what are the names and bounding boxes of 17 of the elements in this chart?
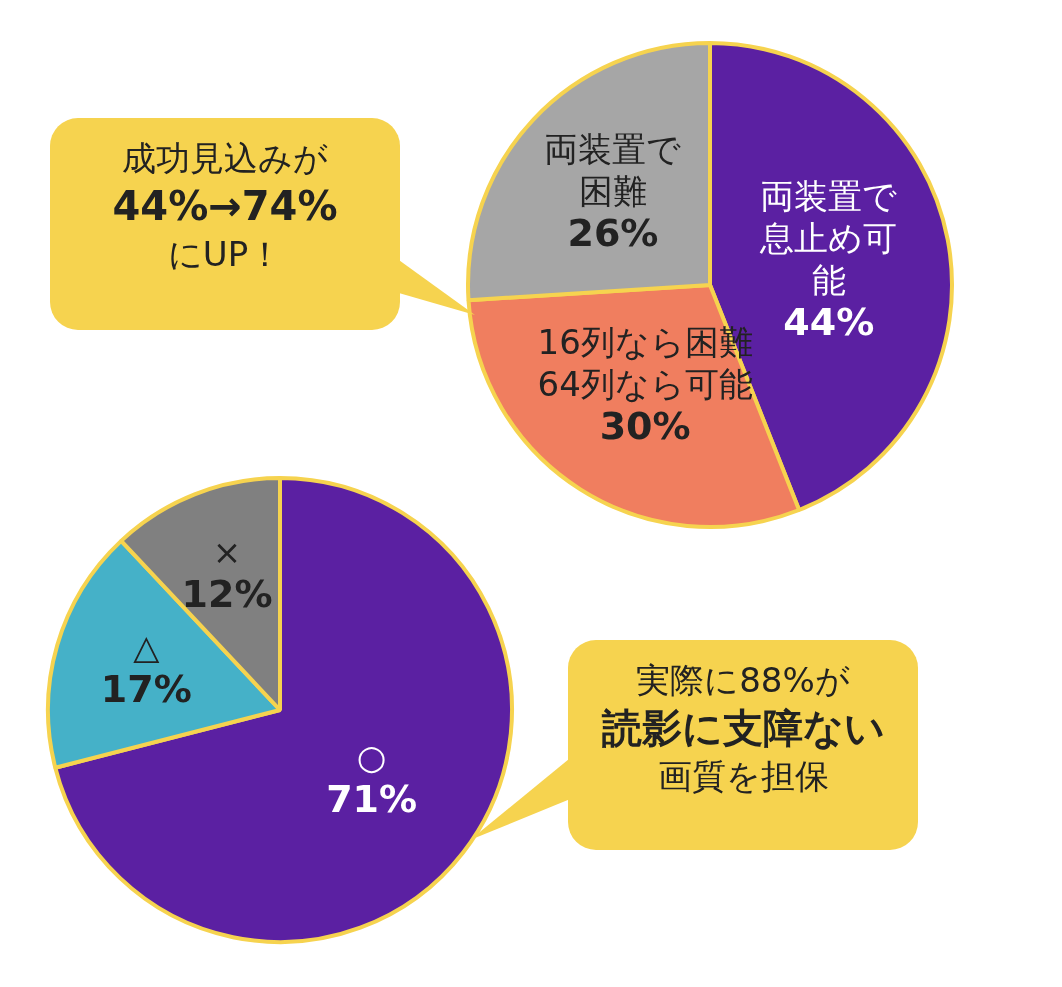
data-label: 26% [567, 210, 659, 255]
slice-label: 両装置で息止め可能 [759, 176, 898, 301]
data-label: 30% [599, 404, 691, 449]
data-label: 17% [100, 667, 192, 712]
data-label: 71% [326, 776, 418, 821]
slice-label: × [212, 532, 242, 573]
text: 成功見込みが [121, 137, 329, 180]
text: にUP！ [166, 233, 284, 277]
text: 44%→74% [111, 182, 339, 232]
text: 実際に88%が [635, 659, 851, 702]
text: 読影に支障ない [600, 704, 886, 754]
data-label: 12% [181, 572, 273, 617]
text: 画質を担保 [656, 755, 830, 799]
slice-label: 両装置で困難 [544, 128, 682, 211]
slice-label: ○ [356, 736, 387, 777]
slice-label: △ [133, 626, 161, 667]
data-label: 44% [783, 300, 875, 345]
